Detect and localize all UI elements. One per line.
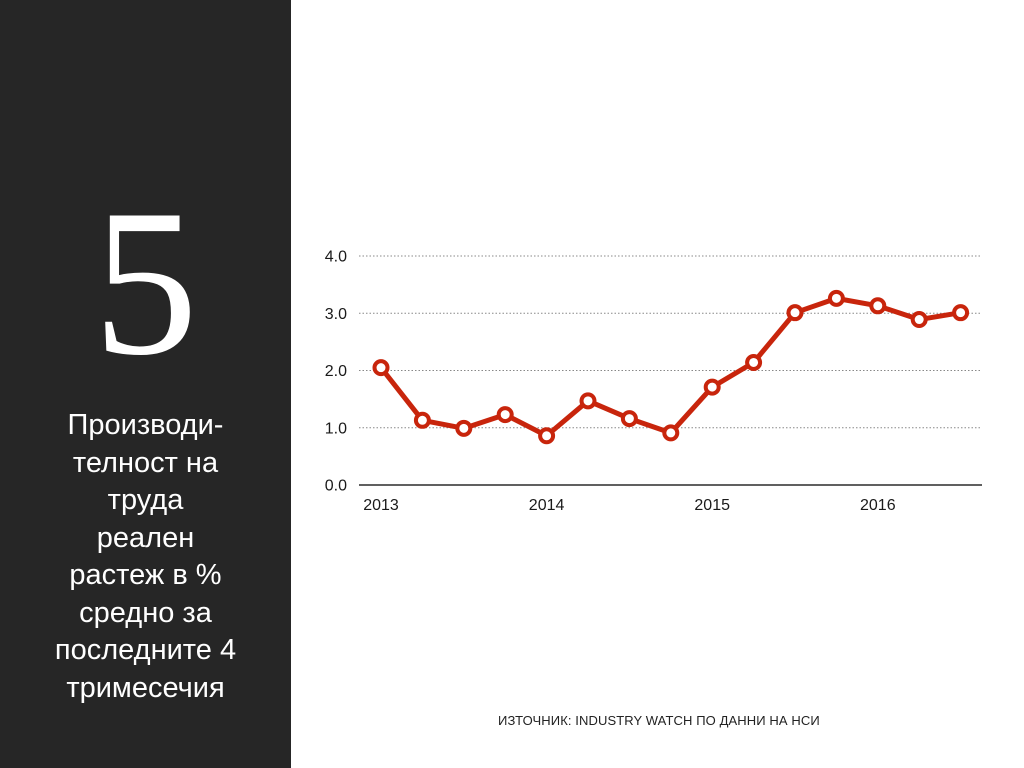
data-point [538, 427, 556, 445]
source-note: ИЗТОЧНИК: INDUSTRY WATCH ПО ДАННИ НА НСИ [498, 713, 820, 728]
y-tick-label: 4.0 [325, 249, 347, 266]
slide-number: 5 [93, 167, 198, 399]
y-axis-tick-labels: 0.0 1.0 2.0 3.0 4.0 [325, 249, 347, 495]
data-point [869, 297, 887, 315]
data-point [786, 304, 804, 322]
y-tick-label: 3.0 [325, 306, 347, 323]
data-point [745, 353, 763, 371]
data-point [952, 304, 970, 322]
line-chart: 0.0 1.0 2.0 3.0 4.0 2013 2014 2015 2016 [325, 249, 982, 514]
y-tick-label: 1.0 [325, 420, 347, 437]
chart-gridlines [359, 255, 982, 486]
data-point [662, 424, 680, 442]
data-point [703, 378, 721, 396]
data-point [579, 392, 597, 410]
chart-series [372, 289, 970, 445]
side-panel: 5 Производи- телност на труда реален рас… [0, 0, 291, 768]
x-tick-label: 2013 [363, 497, 399, 514]
data-point [910, 311, 928, 329]
data-point [496, 406, 514, 424]
y-tick-label: 2.0 [325, 363, 347, 380]
slide-title: Производи- телност на труда реален расте… [54, 409, 237, 704]
series-line [378, 295, 964, 439]
data-point [372, 359, 390, 377]
x-tick-label: 2015 [694, 497, 730, 514]
data-point [413, 411, 431, 429]
x-tick-label: 2016 [860, 497, 896, 514]
y-tick-label: 0.0 [325, 478, 347, 495]
data-point [620, 410, 638, 428]
x-axis-tick-labels: 2013 2014 2015 2016 [363, 497, 895, 514]
data-point [455, 419, 473, 437]
x-tick-label: 2014 [529, 497, 565, 514]
data-point [827, 289, 845, 307]
